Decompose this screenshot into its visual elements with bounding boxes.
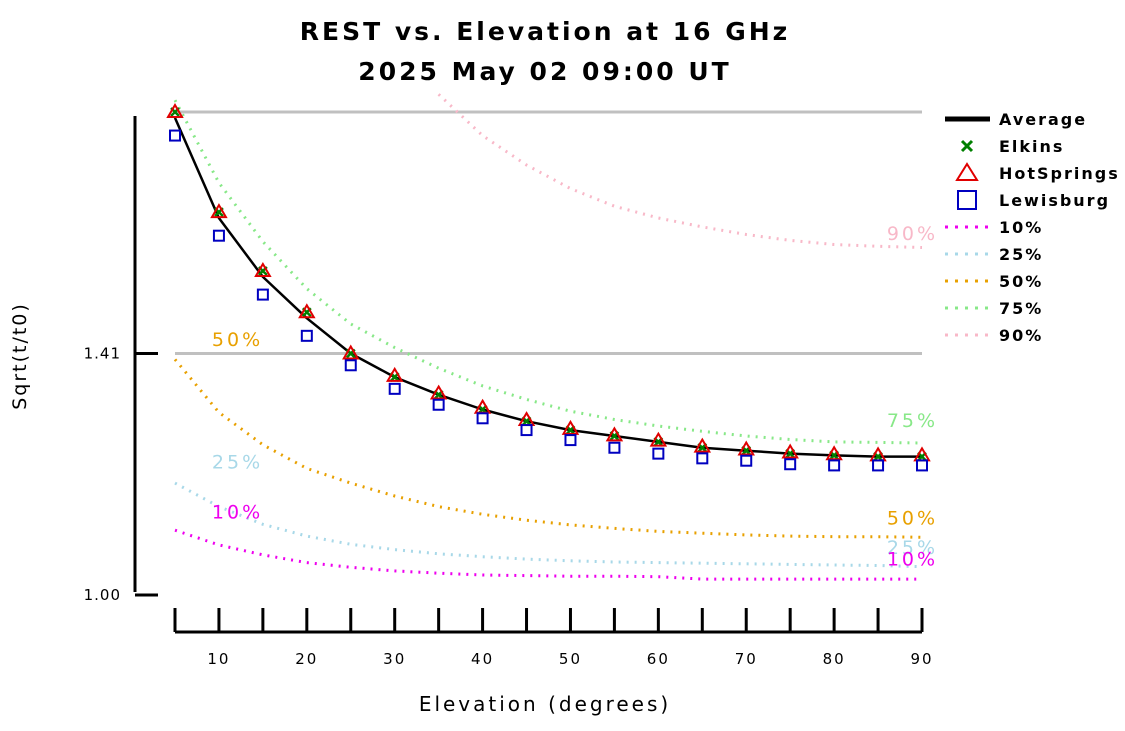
legend-label-1: Elkins: [999, 137, 1064, 156]
series-2-point-16: [869, 446, 887, 462]
legend-label-3: Lewisburg: [999, 191, 1110, 210]
series-3-point-9: [564, 434, 577, 447]
curve-label-7: 10%: [887, 549, 938, 571]
series-3-point-3: [300, 329, 313, 342]
series-2-point-13: [737, 440, 755, 456]
series-2-point-0: [166, 103, 184, 118]
curve-label-6: 25%: [887, 537, 938, 559]
legend-swatch-3: [957, 190, 977, 210]
series-2-point-17: [913, 446, 931, 462]
series-3-point-15: [828, 459, 841, 472]
series-3-point-13: [740, 454, 753, 467]
chart-title: REST vs. Elevation at 16 GHz: [299, 17, 791, 46]
x-tick-label-8: 90: [910, 650, 933, 668]
series-3-point-10: [608, 441, 621, 454]
x-tick-label-4: 50: [559, 650, 582, 668]
series-2-point-1: [210, 203, 228, 219]
series-3-point-16: [872, 459, 885, 472]
legend-swatch-1: [960, 139, 974, 153]
legend-label-8: 90%: [999, 326, 1043, 345]
series-7-line: [173, 99, 923, 445]
series-3-point-1: [212, 229, 225, 242]
x-tick-label-1: 20: [295, 650, 318, 668]
series-2-point-11: [649, 431, 668, 447]
series-3-point-7: [476, 412, 489, 425]
series-3-point-11: [652, 447, 665, 460]
series-3-point-8: [520, 424, 533, 437]
series-2-point-14: [781, 443, 799, 459]
curve-label-4: 75%: [887, 410, 938, 432]
series-3-point-17: [916, 459, 928, 472]
x-tick-label-3: 40: [471, 650, 494, 668]
series-2-point-2: [254, 262, 272, 278]
series-3-point-4: [344, 359, 357, 372]
curve-label-0: 50%: [212, 329, 263, 351]
series-2-point-4: [342, 344, 360, 360]
x-tick-label-6: 70: [735, 650, 758, 668]
x-tick-label-7: 80: [823, 650, 846, 668]
chart-subtitle: 2025 May 02 09:00 UT: [358, 57, 732, 86]
legend-label-5: 25%: [999, 245, 1043, 264]
series-3-point-14: [784, 458, 797, 471]
series-2-point-3: [298, 303, 316, 319]
series-5-line: [174, 481, 923, 569]
x-axis-title: Elevation (degrees): [419, 692, 671, 716]
legend-label-4: 10%: [999, 218, 1043, 237]
legend-label-0: Average: [999, 110, 1087, 129]
y-tick-label-0: 1.00: [84, 586, 121, 604]
series-6-line: [173, 358, 923, 539]
x-tick-label-2: 30: [383, 650, 406, 668]
series-2-point-6: [429, 384, 448, 400]
series-8-line: [437, 93, 923, 249]
legend-swatch-2: [955, 162, 979, 181]
series-4-line: [174, 528, 922, 581]
series-2-point-5: [385, 366, 404, 382]
series-3-point-6: [432, 398, 445, 411]
series-3-point-5: [388, 382, 401, 395]
series-3-point-0: [169, 129, 181, 142]
legend-label-7: 75%: [999, 299, 1043, 318]
series-3-point-2: [256, 288, 269, 301]
legend-label-6: 50%: [999, 272, 1043, 291]
y-tick-label-1: 1.41: [84, 345, 121, 363]
series-0-line: [173, 117, 922, 458]
curve-label-3: 90%: [887, 223, 938, 245]
x-tick-label-5: 60: [647, 650, 670, 668]
series-2-point-12: [693, 437, 712, 453]
curve-label-1: 25%: [212, 451, 263, 473]
legend-label-2: HotSprings: [999, 164, 1120, 183]
curve-label-5: 50%: [887, 507, 938, 529]
series-3-point-12: [696, 452, 709, 465]
series-2-point-10: [605, 426, 624, 442]
series-2-point-15: [825, 445, 843, 461]
series-2-point-9: [561, 419, 580, 435]
x-tick-label-0: 10: [207, 650, 230, 668]
curve-label-2: 10%: [212, 501, 263, 523]
